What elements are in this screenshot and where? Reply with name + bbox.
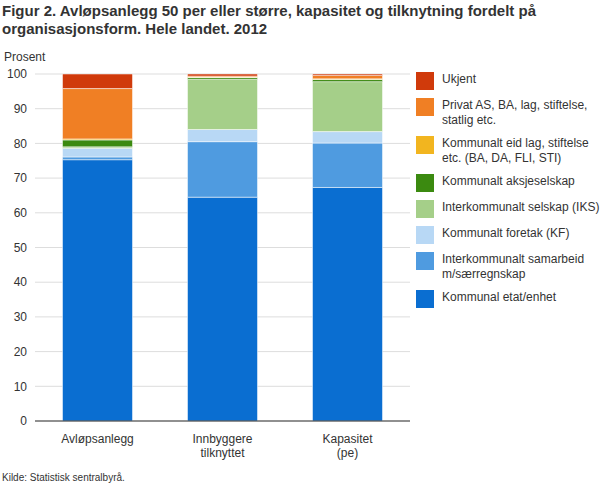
- svg-text:30: 30: [14, 310, 28, 324]
- svg-text:70: 70: [14, 171, 28, 185]
- html-text:Interkommunalt samarbeid m/sær: Interkommunalt samarbeid m/særregnskap: [442, 252, 585, 281]
- svg-text:90: 90: [14, 102, 28, 116]
- svg-text:10: 10: [14, 380, 28, 394]
- svg-text:40: 40: [14, 275, 28, 289]
- html-text:Ukjent: Ukjent: [442, 72, 476, 86]
- svg-text:100: 100: [8, 67, 27, 81]
- svg-text:20: 20: [14, 345, 28, 359]
- html-text:Kilde: Statistisk sentralbyrå.: Kilde: Statistisk sentralbyrå.: [2, 472, 125, 483]
- svg-text:0: 0: [20, 414, 27, 428]
- svg-text:80: 80: [14, 137, 28, 151]
- html-text:Figur 2. Avløpsanlegg 50 per e: Figur 2. Avløpsanlegg 50 per eller størr…: [2, 2, 536, 37]
- html-text:Kommunalt aksjeselskap: Kommunalt aksjeselskap: [442, 174, 575, 188]
- html-text:Interkommunalt selskap (IKS): Interkommunalt selskap (IKS): [442, 200, 600, 214]
- svg-text:50: 50: [14, 241, 28, 255]
- html-text:Privat AS, BA, lag, stiftelse,: Privat AS, BA, lag, stiftelse, statlig e…: [442, 98, 588, 127]
- svg-text:Avløpsanlegg: Avløpsanlegg: [61, 432, 134, 446]
- html-text:Kommunalt eid lag, stiftelse e: Kommunalt eid lag, stiftelse etc. (BA, D…: [442, 136, 589, 165]
- html-text:Prosent: Prosent: [4, 50, 46, 64]
- svg-text:60: 60: [14, 206, 28, 220]
- html-text:Kommunalt foretak (KF): Kommunalt foretak (KF): [442, 226, 570, 240]
- svg-text:Kapasitet(pe): Kapasitet(pe): [322, 432, 373, 460]
- html-text:Kommunal etat/enhet: Kommunal etat/enhet: [442, 290, 557, 304]
- svg-text:Innbyggeretilknyttet: Innbyggeretilknyttet: [192, 432, 252, 460]
